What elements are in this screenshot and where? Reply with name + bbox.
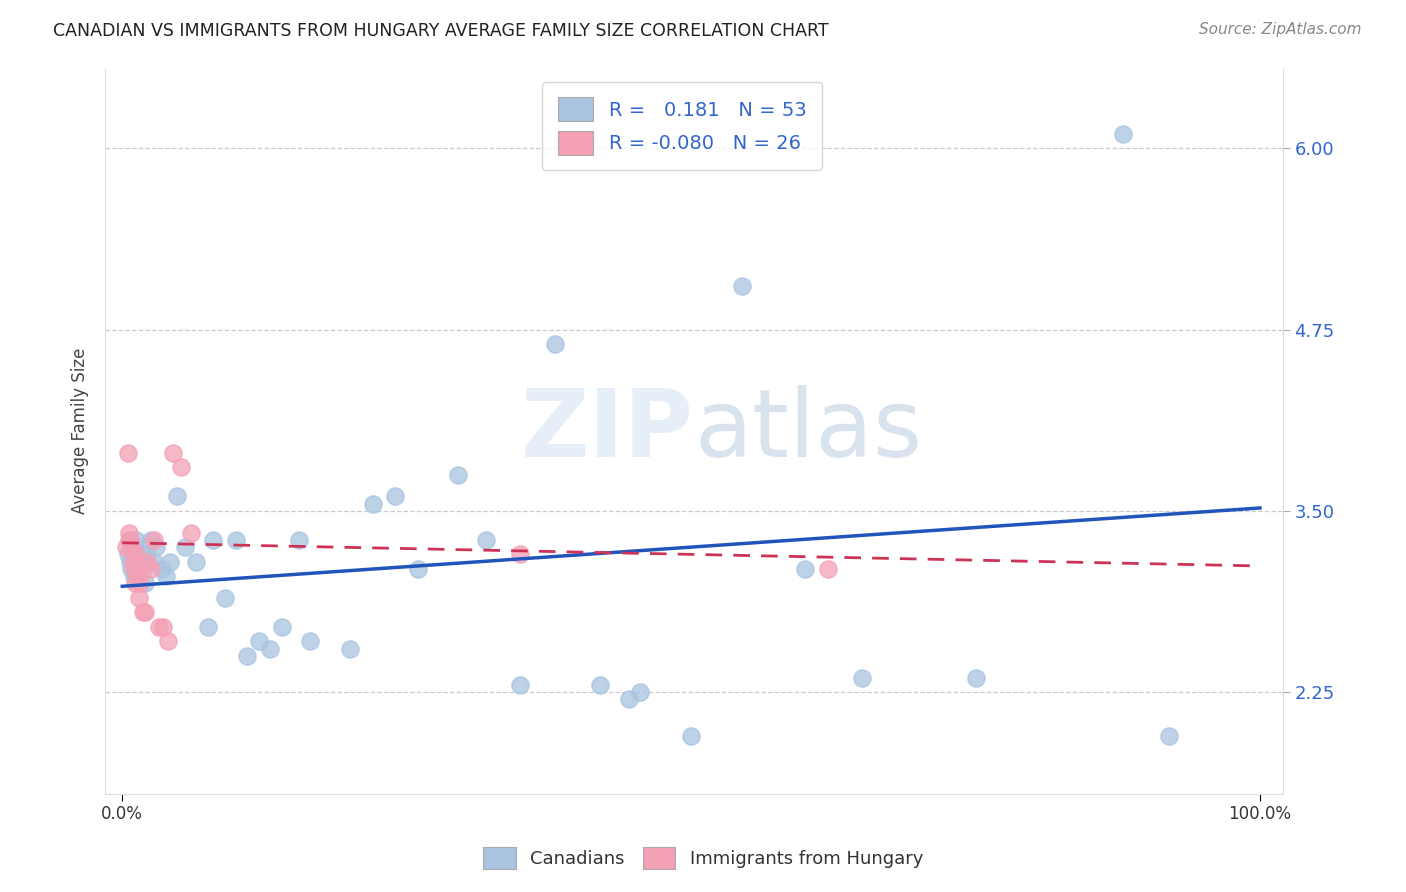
Point bbox=[156, 634, 179, 648]
Point bbox=[129, 547, 152, 561]
Point bbox=[162, 446, 184, 460]
Point bbox=[197, 620, 219, 634]
Point bbox=[145, 540, 167, 554]
Point bbox=[136, 547, 159, 561]
Point bbox=[143, 533, 166, 547]
Point bbox=[475, 533, 498, 547]
Point bbox=[509, 678, 531, 692]
Point bbox=[124, 576, 146, 591]
Text: Source: ZipAtlas.com: Source: ZipAtlas.com bbox=[1198, 22, 1361, 37]
Point bbox=[236, 648, 259, 663]
Point bbox=[128, 569, 150, 583]
Point bbox=[117, 446, 139, 460]
Legend: R =   0.181   N = 53, R = -0.080   N = 26: R = 0.181 N = 53, R = -0.080 N = 26 bbox=[543, 82, 823, 170]
Point bbox=[124, 540, 146, 554]
Point bbox=[509, 547, 531, 561]
Point bbox=[731, 279, 754, 293]
Point bbox=[127, 569, 149, 583]
Point bbox=[139, 562, 162, 576]
Point bbox=[965, 671, 987, 685]
Point bbox=[118, 525, 141, 540]
Point bbox=[817, 562, 839, 576]
Point bbox=[143, 555, 166, 569]
Point bbox=[125, 547, 148, 561]
Point bbox=[628, 685, 651, 699]
Text: CANADIAN VS IMMIGRANTS FROM HUNGARY AVERAGE FAMILY SIZE CORRELATION CHART: CANADIAN VS IMMIGRANTS FROM HUNGARY AVER… bbox=[53, 22, 830, 40]
Point bbox=[543, 337, 565, 351]
Point bbox=[159, 555, 181, 569]
Point bbox=[120, 533, 142, 547]
Y-axis label: Average Family Size: Average Family Size bbox=[72, 348, 89, 515]
Point bbox=[134, 576, 156, 591]
Point bbox=[125, 555, 148, 569]
Point bbox=[1157, 729, 1180, 743]
Point bbox=[287, 533, 309, 547]
Point bbox=[339, 641, 361, 656]
Point bbox=[132, 606, 155, 620]
Point bbox=[202, 533, 225, 547]
Point bbox=[120, 555, 142, 569]
Point bbox=[139, 533, 162, 547]
Text: ZIP: ZIP bbox=[522, 385, 695, 477]
Point bbox=[298, 634, 321, 648]
Point bbox=[225, 533, 247, 547]
Point bbox=[118, 533, 141, 547]
Legend: Canadians, Immigrants from Hungary: Canadians, Immigrants from Hungary bbox=[475, 839, 931, 876]
Point bbox=[589, 678, 612, 692]
Point bbox=[406, 562, 429, 576]
Point bbox=[247, 634, 270, 648]
Point bbox=[259, 641, 281, 656]
Point bbox=[125, 562, 148, 576]
Point bbox=[122, 569, 145, 583]
Point bbox=[447, 467, 470, 482]
Point bbox=[121, 555, 143, 569]
Point bbox=[114, 540, 136, 554]
Point bbox=[617, 692, 640, 706]
Point bbox=[120, 562, 142, 576]
Point bbox=[132, 562, 155, 576]
Point bbox=[125, 533, 148, 547]
Point bbox=[129, 576, 152, 591]
Point bbox=[214, 591, 236, 605]
Point bbox=[117, 547, 139, 561]
Point bbox=[136, 555, 159, 569]
Point bbox=[128, 591, 150, 605]
Point bbox=[361, 497, 384, 511]
Point bbox=[851, 671, 873, 685]
Point bbox=[384, 489, 406, 503]
Point bbox=[127, 555, 149, 569]
Point bbox=[122, 562, 145, 576]
Point bbox=[121, 547, 143, 561]
Point bbox=[166, 489, 188, 503]
Point bbox=[155, 569, 177, 583]
Point bbox=[134, 606, 156, 620]
Point bbox=[120, 540, 142, 554]
Point bbox=[173, 540, 195, 554]
Text: atlas: atlas bbox=[695, 385, 922, 477]
Point bbox=[793, 562, 815, 576]
Point bbox=[270, 620, 292, 634]
Point bbox=[131, 555, 153, 569]
Point bbox=[148, 620, 170, 634]
Point bbox=[180, 525, 202, 540]
Point bbox=[681, 729, 703, 743]
Point bbox=[152, 620, 174, 634]
Point bbox=[150, 562, 173, 576]
Point bbox=[1112, 127, 1135, 141]
Point bbox=[186, 555, 208, 569]
Point bbox=[170, 460, 193, 475]
